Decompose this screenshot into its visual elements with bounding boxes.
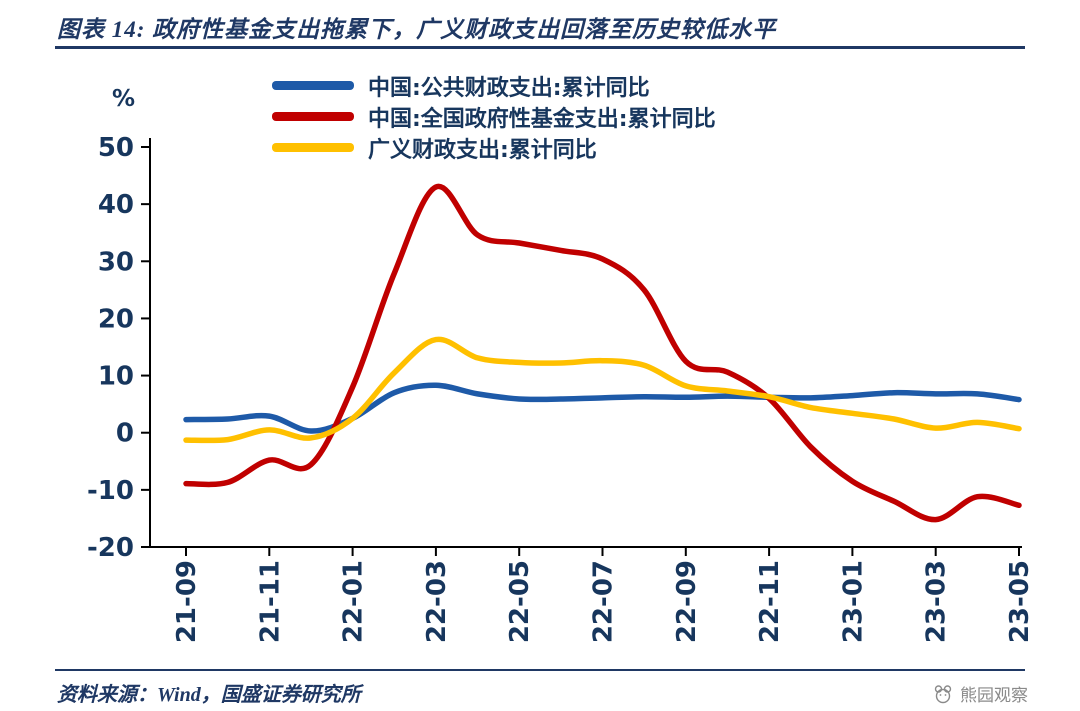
legend-label: 中国:全国政府性基金支出:累计同比 (368, 106, 716, 132)
series-line-1 (183, 183, 1022, 523)
y-axis-unit-label: % (112, 86, 136, 112)
series-line-2 (183, 336, 1022, 444)
legend-label: 广义财政支出:累计同比 (368, 137, 597, 163)
x-tick-label: 23-05 (1005, 560, 1035, 643)
watermark: 熊园观察 (932, 681, 1028, 706)
bottom-rule (55, 669, 1025, 671)
y-tick-label: 30 (98, 247, 134, 277)
top-rule (55, 46, 1025, 49)
x-tick-label: 22-09 (672, 560, 702, 643)
y-tick-label: 40 (98, 190, 134, 220)
chart-title: 图表 14: 政府性基金支出拖累下，广义财政支出回落至历史较低水平 (57, 17, 777, 42)
y-tick-label: -20 (87, 533, 134, 563)
x-tick-label: 21-11 (255, 560, 285, 643)
chart-legend: 中国:公共财政支出:累计同比 中国:全国政府性基金支出:累计同比 广义财政支出:… (272, 70, 716, 163)
series-line-0 (183, 382, 1022, 434)
legend-item-public-fiscal: 中国:公共财政支出:累计同比 (272, 70, 716, 101)
y-tick-label: 0 (116, 419, 134, 449)
x-tick-label: 22-07 (589, 560, 619, 643)
y-tick-label: 50 (98, 133, 134, 163)
legend-label: 中国:公共财政支出:累计同比 (368, 75, 650, 101)
x-tick-label: 22-11 (755, 560, 785, 643)
x-tick-label: 23-01 (838, 560, 868, 643)
legend-swatch-yellow (272, 143, 354, 152)
source-note: 资料来源：Wind，国盛证券研究所 (57, 684, 361, 706)
watermark-text: 熊园观察 (960, 686, 1028, 706)
x-tick-label: 22-01 (339, 560, 369, 643)
axes (149, 138, 1022, 548)
xiongyuan-logo-icon (934, 684, 952, 703)
legend-swatch-blue (272, 81, 354, 90)
x-tick-label: 22-05 (505, 560, 535, 643)
legend-swatch-red (272, 112, 354, 121)
legend-item-broad-fiscal: 广义财政支出:累计同比 (272, 132, 716, 163)
x-tick-label: 23-03 (922, 560, 952, 643)
y-tick-label: 10 (98, 362, 134, 392)
x-tick-label: 22-03 (422, 560, 452, 643)
legend-item-govt-fund: 中国:全国政府性基金支出:累计同比 (272, 101, 716, 132)
y-tick-label: 20 (98, 304, 134, 334)
x-tick-label: 21-09 (172, 560, 202, 643)
y-tick-label: -10 (87, 476, 134, 506)
